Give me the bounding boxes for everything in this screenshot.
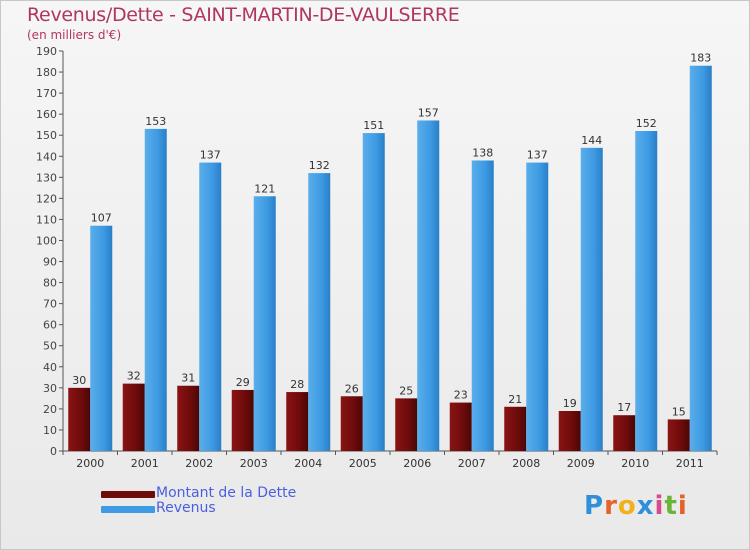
y-tick-label: 40 <box>43 361 57 374</box>
y-tick-label: 50 <box>43 340 57 353</box>
bar-revenus <box>417 120 440 451</box>
logo-letter: t <box>664 491 678 521</box>
y-tick-label: 130 <box>36 171 57 184</box>
x-tick-label: 2006 <box>403 457 431 470</box>
y-tick-label: 120 <box>36 192 57 205</box>
bar-dette <box>667 419 690 451</box>
bar-revenus <box>635 131 658 451</box>
x-tick-label: 2005 <box>349 457 377 470</box>
x-tick-label: 2003 <box>240 457 268 470</box>
legend-swatch-dette <box>101 491 155 498</box>
x-tick-label: 2009 <box>567 457 595 470</box>
y-tick-label: 20 <box>43 403 57 416</box>
x-tick-label: 2011 <box>676 457 704 470</box>
x-tick-label: 2008 <box>512 457 540 470</box>
bar-revenus <box>362 133 385 451</box>
data-label-dette: 29 <box>236 376 250 389</box>
data-label-revenus: 144 <box>581 134 602 147</box>
y-tick-label: 140 <box>36 150 57 163</box>
legend-label-revenus: Revenus <box>156 500 216 516</box>
y-tick-label: 170 <box>36 87 57 100</box>
bar-dette <box>449 402 472 451</box>
y-tick-label: 70 <box>43 298 57 311</box>
bar-revenus <box>308 173 331 451</box>
data-label-dette: 25 <box>399 384 413 397</box>
bar-dette <box>286 392 309 451</box>
data-label-dette: 17 <box>617 401 631 414</box>
legend-swatch-revenus <box>101 506 155 513</box>
data-label-revenus: 183 <box>690 52 711 65</box>
y-tick-label: 90 <box>43 256 57 269</box>
data-label-dette: 19 <box>563 397 577 410</box>
data-label-revenus: 153 <box>145 115 166 128</box>
bar-dette <box>68 387 91 451</box>
data-label-revenus: 121 <box>254 182 275 195</box>
data-label-revenus: 137 <box>200 149 221 162</box>
y-tick-label: 0 <box>50 445 57 458</box>
logo-letter: o <box>617 491 637 521</box>
bar-revenus <box>471 160 494 451</box>
x-tick-label: 2010 <box>621 457 649 470</box>
logo-letter: P <box>584 491 605 521</box>
logo-letter: r <box>604 491 618 521</box>
bar-dette <box>558 411 581 451</box>
bar-revenus <box>90 225 113 451</box>
data-label-dette: 28 <box>290 378 304 391</box>
bar-dette <box>122 383 145 451</box>
x-tick-label: 2007 <box>458 457 486 470</box>
y-tick-label: 160 <box>36 108 57 121</box>
data-label-dette: 32 <box>127 370 141 383</box>
legend-label-dette: Montant de la Dette <box>156 485 297 501</box>
y-tick-label: 60 <box>43 319 57 332</box>
bar-dette <box>231 389 254 451</box>
bar-dette <box>177 385 200 451</box>
data-label-revenus: 132 <box>309 159 330 172</box>
bar-dette <box>395 398 418 451</box>
x-tick-label: 2004 <box>294 457 322 470</box>
x-tick-label: 2002 <box>185 457 213 470</box>
data-label-dette: 15 <box>672 405 686 418</box>
data-label-revenus: 152 <box>636 117 657 130</box>
chart-title: Revenus/Dette - SAINT-MARTIN-DE-VAULSERR… <box>27 4 460 26</box>
logo-letter: x <box>636 491 655 521</box>
y-tick-label: 190 <box>36 45 57 58</box>
logo-letter: i <box>677 491 688 521</box>
bar-dette <box>340 396 363 451</box>
y-tick-label: 80 <box>43 277 57 290</box>
y-tick-label: 110 <box>36 213 57 226</box>
data-label-revenus: 157 <box>418 106 439 119</box>
proxiti-logo: Proxiti <box>584 491 688 521</box>
data-label-revenus: 107 <box>91 212 112 225</box>
y-tick-label: 150 <box>36 129 57 142</box>
data-label-dette: 31 <box>181 372 195 385</box>
data-label-dette: 23 <box>454 389 468 402</box>
bar-revenus <box>144 128 167 451</box>
bar-dette <box>613 415 636 451</box>
bar-dette <box>504 406 527 451</box>
y-tick-label: 100 <box>36 234 57 247</box>
bar-revenus <box>689 65 712 451</box>
x-tick-label: 2001 <box>131 457 159 470</box>
data-label-revenus: 151 <box>363 119 384 132</box>
bar-revenus <box>253 196 276 451</box>
bar-revenus <box>580 147 603 451</box>
data-label-dette: 30 <box>72 374 86 387</box>
y-tick-label: 10 <box>43 424 57 437</box>
y-tick-label: 30 <box>43 382 57 395</box>
chart-subtitle: (en milliers d'€) <box>27 28 122 42</box>
data-label-revenus: 137 <box>527 149 548 162</box>
x-tick-label: 2000 <box>76 457 104 470</box>
bar-revenus <box>526 162 549 451</box>
logo-letter: i <box>654 491 665 521</box>
y-tick-label: 180 <box>36 66 57 79</box>
data-label-dette: 21 <box>508 393 522 406</box>
data-label-dette: 26 <box>345 382 359 395</box>
data-label-revenus: 138 <box>472 146 493 159</box>
bar-revenus <box>199 162 222 451</box>
